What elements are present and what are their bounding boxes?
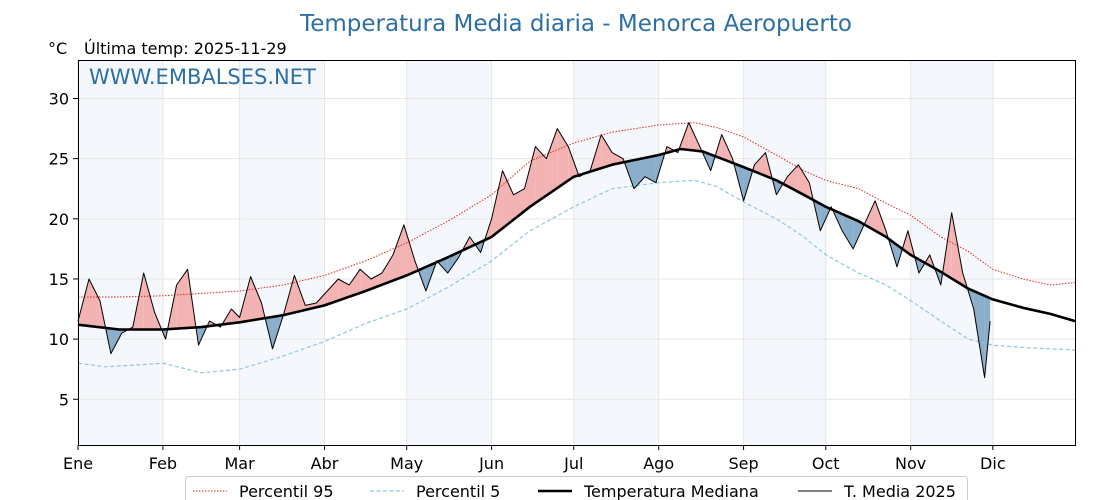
x-tick-label-May: May xyxy=(390,454,423,473)
x-tick-label-Jul: Jul xyxy=(563,454,583,473)
fill-below-68-0 xyxy=(820,203,831,231)
legend-label-2: Temperatura Mediana xyxy=(583,482,759,500)
x-tick-label-Nov: Nov xyxy=(895,454,926,473)
month-band-2 xyxy=(406,60,492,445)
x-tick-label-Dic: Dic xyxy=(980,454,1006,473)
x-tick-label-Feb: Feb xyxy=(149,454,177,473)
fill-below-71-0 xyxy=(853,218,865,249)
y-tick-label-5: 5 xyxy=(59,390,69,409)
fill-above-66-0 xyxy=(798,164,810,198)
fill-above-1-0 xyxy=(88,278,100,328)
y-tick-label-30: 30 xyxy=(49,90,69,109)
plot-area xyxy=(77,60,1076,445)
fill-above-14-0 xyxy=(231,309,240,324)
fill-above-30-0 xyxy=(403,224,415,277)
x-tick-label-Ene: Ene xyxy=(63,454,93,473)
month-band-4 xyxy=(743,60,826,445)
month-band-0 xyxy=(78,60,163,445)
y-tick-label-15: 15 xyxy=(49,270,69,289)
y-tick-label-10: 10 xyxy=(49,330,69,349)
fill-above-39-0 xyxy=(502,170,514,229)
fill-above-62-0 xyxy=(754,152,766,176)
fill-above-24-0 xyxy=(338,278,350,301)
x-tick-label-Ago: Ago xyxy=(643,454,674,473)
month-band-1 xyxy=(239,60,325,445)
fill-above-26-0 xyxy=(360,269,372,293)
fill-above-73-0 xyxy=(875,200,887,237)
fill-above-22-0 xyxy=(316,291,328,308)
legend-label-3: T. Media 2025 xyxy=(843,482,956,500)
fill-below-52-0 xyxy=(644,155,656,183)
fill-below-3-0 xyxy=(110,328,122,354)
fill-above-48-0 xyxy=(601,134,613,169)
x-tick-label-Jun: Jun xyxy=(478,454,504,473)
fill-above-44-0 xyxy=(557,128,569,188)
p5-line xyxy=(77,179,1076,374)
fill-above-28-0 xyxy=(382,254,393,285)
fill-above-25-0 xyxy=(349,269,361,297)
chart-title: Temperatura Media diaria - Menorca Aerop… xyxy=(299,11,852,37)
x-tick-label-Mar: Mar xyxy=(225,454,256,473)
x-tick-label-Oct: Oct xyxy=(812,454,840,473)
y-unit-label: °C xyxy=(48,39,67,58)
fill-above-20-0 xyxy=(294,275,306,313)
last-temp-label: Última temp: 2025-11-29 xyxy=(84,39,287,58)
fill-above-65-0 xyxy=(787,164,799,192)
fill-below-83-0 xyxy=(984,295,991,378)
y-axis: 5 10 15 20 25 30 xyxy=(49,90,78,409)
y-tick-label-20: 20 xyxy=(49,210,69,229)
fill-above-29-0 xyxy=(392,224,404,281)
fill-above-16-0 xyxy=(250,276,262,321)
fill-above-9-0 xyxy=(176,269,188,329)
watermark: WWW.EMBALSES.NET xyxy=(89,65,316,89)
legend-label-1: Percentil 5 xyxy=(416,482,500,500)
plot-frame xyxy=(78,60,1076,446)
fill-above-42-0 xyxy=(535,146,547,204)
month-bands xyxy=(78,60,993,445)
fill-below-70-0 xyxy=(842,214,854,249)
fill-above-72-1 xyxy=(864,200,876,231)
fill-above-6-0 xyxy=(143,272,155,330)
x-axis: Ene Feb Mar Abr May Jun Jul Ago Sep Oct Nov Dic xyxy=(63,445,1006,473)
p95-line xyxy=(78,122,1076,298)
fill-above-43-0 xyxy=(546,128,558,196)
mean-2025-line xyxy=(77,122,991,379)
month-band-3 xyxy=(573,60,659,445)
fill-above-38-0 xyxy=(491,170,503,237)
legend-box xyxy=(185,476,968,500)
legend: Percentil 95 Percentil 5 Temperatura Media… xyxy=(185,476,968,500)
x-tick-label-Sep: Sep xyxy=(729,454,759,473)
y-tick-label-25: 25 xyxy=(49,150,69,169)
fill-below-82-0 xyxy=(973,291,985,378)
x-tick-label-Abr: Abr xyxy=(311,454,339,473)
series-lines xyxy=(77,122,1076,379)
fill-above-80-0 xyxy=(951,212,963,286)
fill-below-51-0 xyxy=(634,157,645,189)
fill-above-41-0 xyxy=(524,146,536,212)
legend-label-0: Percentil 95 xyxy=(239,482,334,500)
fill-above-23-0 xyxy=(327,278,339,305)
